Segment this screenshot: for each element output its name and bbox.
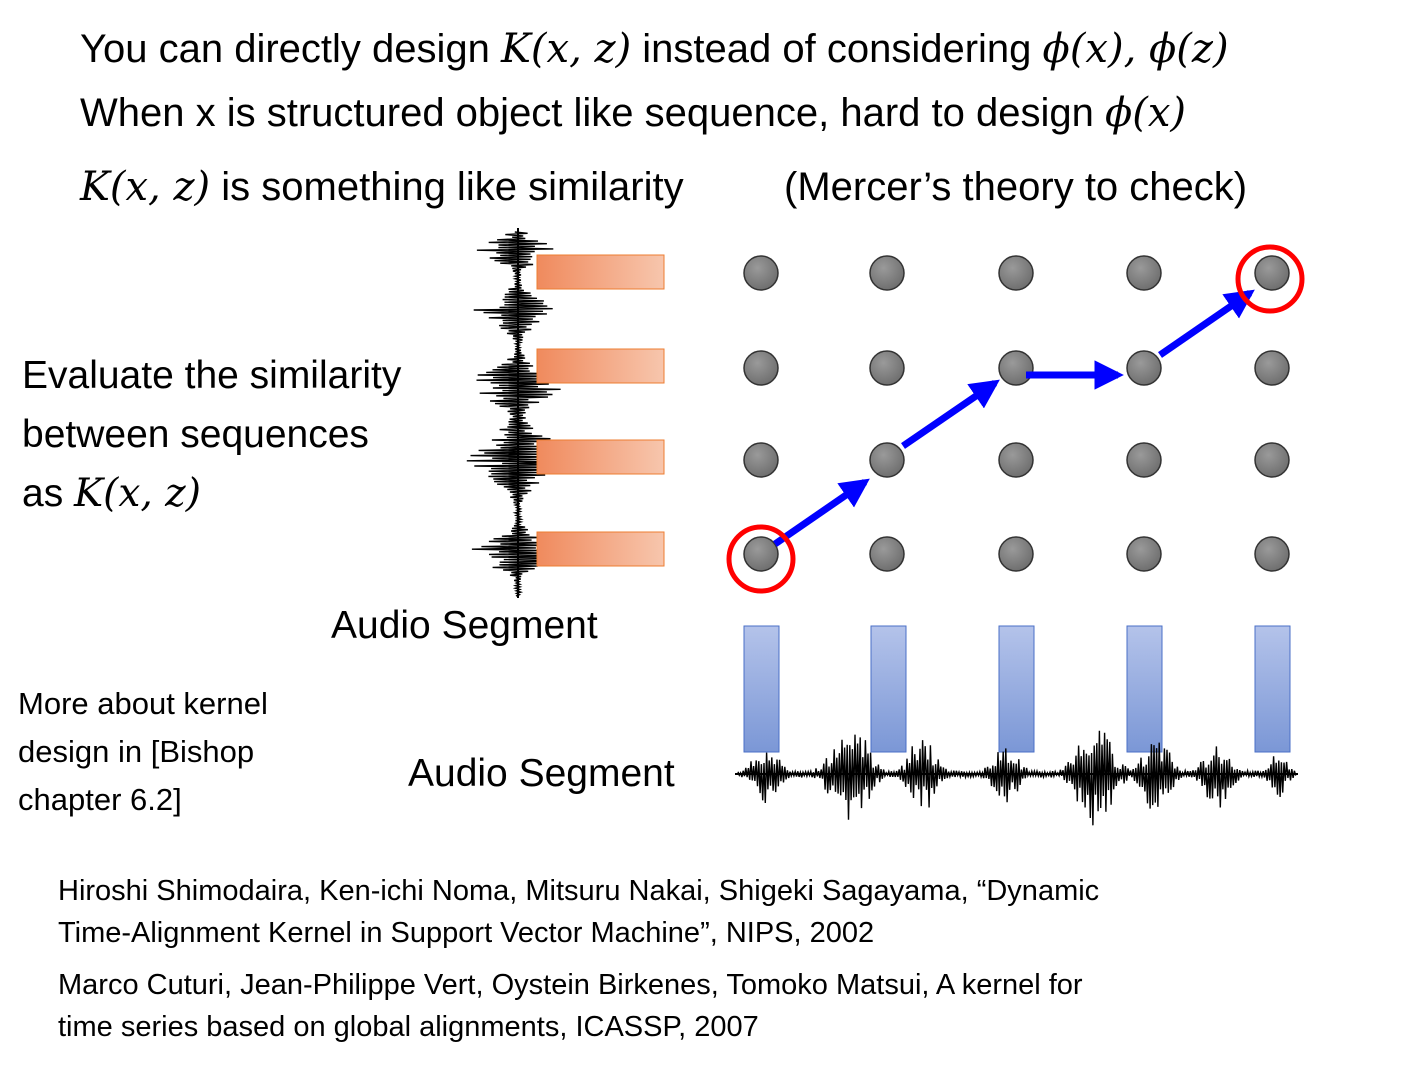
audio-segment-label-vertical: Audio Segment bbox=[331, 604, 598, 647]
grid-node bbox=[1254, 442, 1290, 478]
vertical-segment-boxes bbox=[536, 254, 665, 567]
grid-node bbox=[869, 255, 905, 291]
bishop-note-line-2: design in [Bishop bbox=[18, 734, 255, 770]
path-arrow bbox=[901, 379, 1000, 449]
grid-node bbox=[1126, 255, 1162, 291]
horizontal-segment-box bbox=[998, 625, 1035, 753]
kernel-formula-sequences: K(x, z) bbox=[74, 471, 201, 516]
left-text-line-1: Evaluate the similarity bbox=[22, 354, 402, 397]
grid-node bbox=[1126, 442, 1162, 478]
horizontal-segment-box bbox=[1126, 625, 1163, 753]
vertical-segment-box bbox=[536, 254, 665, 290]
horizontal-waveform bbox=[735, 730, 1298, 826]
header-line-1-middle: instead of considering bbox=[631, 27, 1043, 71]
reference-1-line-2: Time-Alignment Kernel in Support Vector … bbox=[58, 917, 875, 950]
grid-node bbox=[743, 536, 779, 572]
header-line-1-text: You can directly design bbox=[80, 27, 502, 71]
feature-map-formula: ϕ(x), ϕ(z) bbox=[1042, 26, 1229, 72]
kernel-formula-similarity: K(x, z) bbox=[80, 164, 211, 210]
horizontal-segment-boxes bbox=[743, 625, 1291, 753]
reference-1-line-1: Hiroshi Shimodaira, Ken-ichi Noma, Mitsu… bbox=[58, 875, 1100, 907]
audio-segment-label-horizontal: Audio Segment bbox=[408, 752, 675, 795]
bishop-note: More about kernel design in [Bishop chap… bbox=[18, 680, 268, 824]
end-highlight-ring bbox=[1235, 244, 1305, 314]
grid-node bbox=[1126, 536, 1162, 572]
grid-node bbox=[1254, 350, 1290, 386]
grid-node bbox=[998, 255, 1034, 291]
horizontal-segment-box bbox=[1254, 625, 1291, 753]
header-line-2: When x is structured object like sequenc… bbox=[80, 90, 1186, 136]
header-line-3: K(x, z) is something like similarity bbox=[80, 164, 684, 210]
reference-2-line-1: Marco Cuturi, Jean-Philippe Vert, Oystei… bbox=[58, 969, 1083, 1001]
horizontal-segment-box bbox=[743, 625, 780, 753]
reference-2-line-2: time series based on global alignments, … bbox=[58, 1011, 759, 1044]
grid-node bbox=[1126, 350, 1162, 386]
mercer-note: (Mercer’s theory to check) bbox=[784, 165, 1248, 209]
left-text-line-3: as K(x, z) bbox=[22, 471, 201, 517]
bishop-note-line-1: More about kernel bbox=[18, 686, 268, 721]
grid-node bbox=[869, 350, 905, 386]
alignment-grid bbox=[743, 255, 1290, 572]
grid-node bbox=[1254, 255, 1290, 291]
vertical-waveform bbox=[466, 228, 569, 598]
path-arrow bbox=[773, 478, 870, 547]
kernel-formula: K(x, z) bbox=[501, 26, 632, 72]
horizontal-segment-box bbox=[870, 625, 907, 753]
grid-node bbox=[998, 536, 1034, 572]
reference-1: Hiroshi Shimodaira, Ken-ichi Noma, Mitsu… bbox=[58, 870, 1099, 954]
grid-node bbox=[998, 442, 1034, 478]
header-line-2-text: When x is structured object like sequenc… bbox=[80, 91, 1105, 135]
grid-node bbox=[998, 350, 1034, 386]
grid-node bbox=[869, 442, 905, 478]
grid-node bbox=[743, 350, 779, 386]
feature-map-formula-x: ϕ(x) bbox=[1105, 90, 1187, 136]
grid-node bbox=[1254, 536, 1290, 572]
bishop-note-line-3: chapter 6.2] bbox=[18, 782, 182, 818]
path-arrow bbox=[1158, 289, 1255, 358]
header-line-1: You can directly design K(x, z) instead … bbox=[80, 26, 1229, 72]
horizontal-waveform-signal bbox=[737, 730, 1297, 826]
alignment-path bbox=[773, 289, 1255, 547]
left-text-line-3-prefix: as bbox=[22, 472, 75, 515]
grid-node bbox=[743, 442, 779, 478]
header-line-3-text: is something like similarity bbox=[210, 165, 684, 209]
vertical-waveform-signal bbox=[466, 231, 569, 597]
left-text-line-2: between sequences bbox=[22, 413, 369, 456]
vertical-segment-box bbox=[536, 348, 665, 384]
vertical-segment-box bbox=[536, 439, 665, 475]
reference-2: Marco Cuturi, Jean-Philippe Vert, Oystei… bbox=[58, 964, 1083, 1048]
start-highlight-ring bbox=[726, 524, 796, 594]
grid-node bbox=[743, 255, 779, 291]
vertical-segment-box bbox=[536, 531, 665, 567]
grid-node bbox=[869, 536, 905, 572]
